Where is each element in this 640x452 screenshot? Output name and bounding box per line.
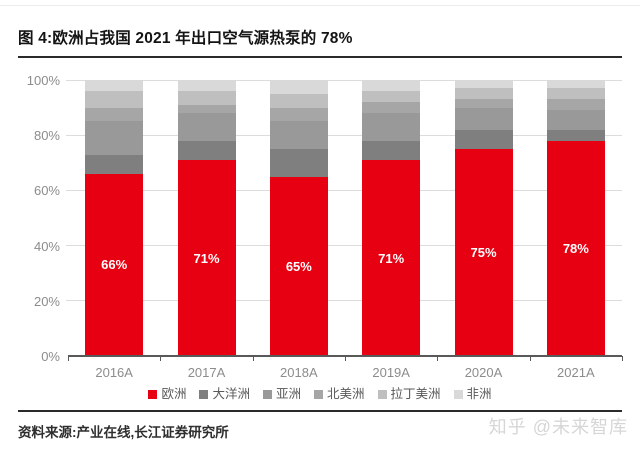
bar-segment-asia-2019A (362, 113, 421, 141)
figure-title: 图 4:欧洲占我国 2021 年出口空气源热泵的 78% (18, 30, 353, 47)
watermark: 知乎 @未来智库 (488, 417, 628, 437)
legend-item-north-america: 北美洲 (314, 388, 365, 401)
bar-segment-africa-2021A (546, 80, 605, 89)
x-axis-tick (529, 356, 531, 361)
data-label-2020A: 75% (470, 245, 497, 260)
bar-segment-latin-america-2019A (362, 91, 421, 103)
y-axis-label: 0% (41, 349, 60, 364)
bar-segment-oceania-2019A (362, 140, 421, 161)
page-top-divider (0, 5, 640, 6)
title-rule (18, 56, 622, 58)
x-axis-label-2020A: 2020A (464, 365, 503, 380)
legend-swatch-icon (314, 389, 323, 399)
source-note: 资料来源:产业在线,长江证券研究所 (18, 425, 229, 440)
bar-segment-latin-america-2021A (546, 88, 605, 100)
bar-segment-latin-america-2017A (177, 91, 236, 105)
gridline-40% (66, 245, 622, 247)
legend-label: 亚洲 (275, 387, 301, 401)
legend-swatch-icon (148, 389, 158, 399)
legend-label: 非洲 (466, 387, 492, 401)
data-label-2021A: 78% (562, 240, 589, 256)
bar-segment-oceania-2018A (269, 149, 328, 177)
data-label-2017A: 71% (193, 250, 220, 266)
bar-segment-asia-2018A (269, 121, 328, 149)
bar-segment-asia-2021A (546, 110, 605, 130)
bar-segment-north-america-2018A (269, 107, 328, 122)
bar-segment-europe-2020A (454, 149, 513, 356)
bar-segment-europe-2017A (177, 160, 236, 356)
bar-segment-africa-2016A (85, 80, 144, 92)
x-axis-tick (437, 356, 439, 361)
x-axis-label-2019A: 2019A (372, 365, 410, 380)
legend-label: 欧洲 (161, 387, 187, 401)
figure-bottom-rule (18, 410, 622, 412)
bar-segment-asia-2016A (85, 121, 144, 155)
legend-swatch-icon (453, 389, 463, 399)
bar-segment-africa-2020A (454, 80, 513, 89)
legend-swatch-icon (199, 389, 209, 399)
bar-segment-europe-2016A (85, 173, 144, 356)
x-axis-tick (252, 356, 254, 361)
legend-item-africa: 非洲 (453, 387, 492, 401)
x-axis-tick (345, 356, 346, 361)
bar-segment-north-america-2017A (177, 104, 236, 114)
x-axis-tick (622, 356, 623, 361)
x-axis-label-2017A: 2017A (187, 365, 226, 380)
x-axis-label-2016A: 2016A (95, 365, 133, 380)
x-axis-tick (160, 356, 162, 361)
bar-segment-latin-america-2020A (454, 88, 513, 100)
bar-segment-latin-america-2018A (269, 93, 328, 108)
x-axis-tick (68, 356, 69, 361)
bar-segment-africa-2017A (177, 80, 236, 92)
y-axis-label: 80% (33, 128, 60, 144)
data-label-2016A: 66% (101, 257, 128, 273)
bar-segment-europe-2019A (362, 160, 421, 356)
legend-swatch-icon (262, 389, 272, 399)
y-axis-label: 100% (26, 73, 60, 88)
bar-segment-north-america-2019A (362, 102, 421, 114)
bar-segment-africa-2018A (269, 80, 328, 94)
y-axis-label: 60% (33, 183, 60, 199)
bar-segment-europe-2021A (546, 140, 605, 356)
bar-segment-asia-2017A (177, 113, 236, 141)
bar-segment-latin-america-2016A (85, 91, 144, 108)
chart-legend: 欧洲 大洋洲 亚洲 北美洲 拉丁美洲 非洲 (0, 388, 640, 401)
x-axis-label-2018A: 2018A (280, 365, 318, 380)
gridline-100% (66, 79, 622, 81)
bar-segment-asia-2020A (454, 107, 513, 130)
y-axis-label: 20% (33, 293, 60, 309)
gridline-80% (66, 134, 622, 136)
data-label-2019A: 71% (378, 250, 405, 266)
data-label-2018A: 65% (285, 258, 312, 274)
bar-segment-north-america-2021A (546, 99, 605, 111)
bar-segment-africa-2019A (362, 80, 421, 92)
bar-segment-oceania-2020A (454, 129, 513, 149)
gridline-20% (66, 300, 622, 302)
bar-segment-europe-2018A (269, 176, 328, 356)
bar-segment-north-america-2016A (85, 107, 144, 122)
bar-segment-north-america-2020A (454, 99, 513, 108)
legend-item-oceania: 大洋洲 (199, 388, 250, 401)
x-axis-label-2021A: 2021A (557, 365, 595, 380)
legend-item-asia: 亚洲 (262, 387, 301, 401)
legend-label: 大洋洲 (212, 387, 250, 401)
legend-item-europe: 欧洲 (148, 388, 186, 401)
bar-segment-oceania-2016A (85, 154, 144, 174)
legend-label: 拉丁美洲 (390, 387, 441, 401)
legend-label: 北美洲 (327, 387, 365, 401)
legend-swatch-icon (377, 389, 387, 399)
gridline-60% (66, 189, 622, 191)
stacked-bar-chart: 0% 20% 40% 60% 80% 100% 66% 71% 65% 71% 75% 78% 2016… (0, 60, 640, 410)
legend-item-latin-america: 拉丁美洲 (377, 387, 441, 401)
bar-segment-oceania-2017A (177, 140, 236, 161)
bar-segment-oceania-2021A (546, 129, 605, 141)
y-axis-label: 40% (33, 238, 60, 254)
